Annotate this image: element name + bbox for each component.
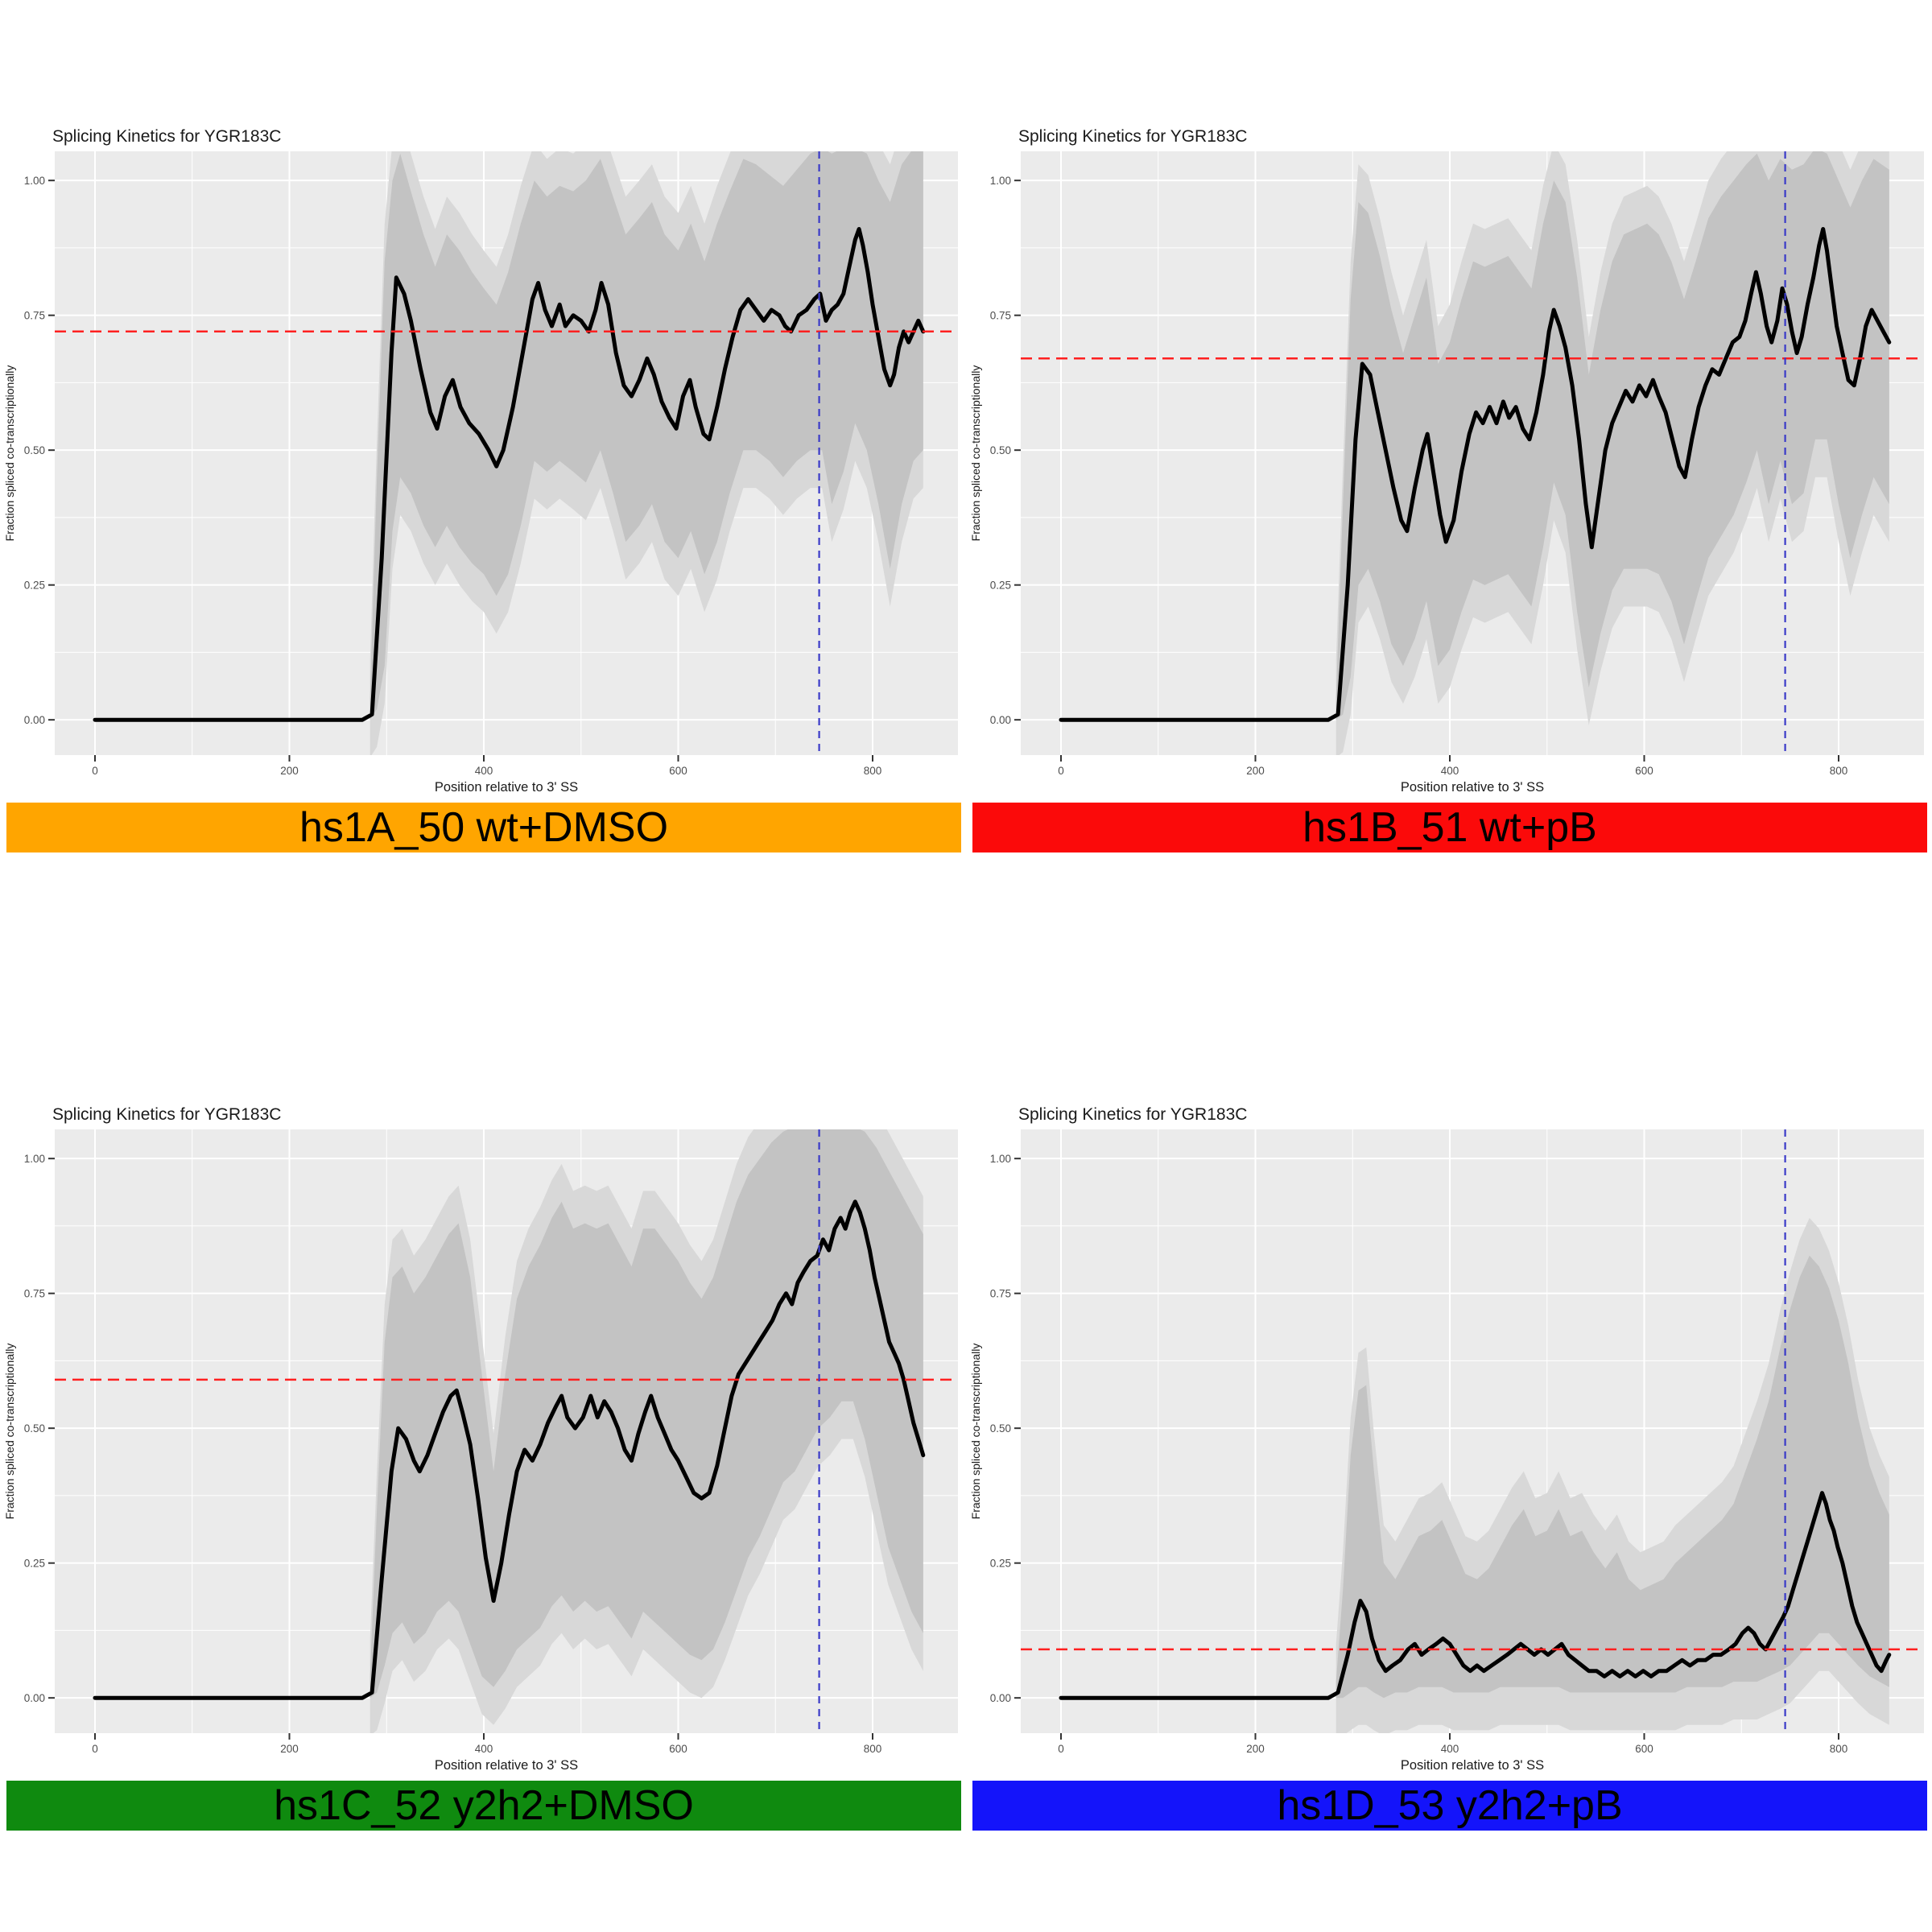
x-tick-label: 200 [1246,765,1265,777]
x-axis-title: Position relative to 3' SS [1401,1758,1544,1773]
chart-title: Splicing Kinetics for YGR183C [1018,1105,1247,1124]
splicing-kinetics-chart-hs1B: 0 200 400 600 800 0.00 0.25 0.50 0.75 1.00 Splicin… [969,127,1924,795]
chart-title: Splicing Kinetics for YGR183C [1018,127,1247,146]
mean-line [1059,1491,1892,1700]
x-tick-label: 200 [1246,1743,1265,1755]
y-tick-label: 0.75 [24,310,45,322]
chart-block-hs1A: 0 200 400 600 800 0.00 0.25 0.50 0.75 1.00 Splicin… [0,64,966,853]
x-tick-label: 400 [475,1743,493,1755]
banner-label-hs1A: hs1A_50 wt+DMSO [299,804,669,851]
x-axis-title: Position relative to 3' SS [435,780,578,795]
x-tick-label: 400 [1441,1743,1459,1755]
x-tick-label: 200 [280,1743,299,1755]
x-tick-label: 600 [669,1743,687,1755]
y-tick-label: 0.00 [990,714,1011,726]
y-tick-label: 0.25 [990,580,1011,592]
confidence-ribbon [1335,1255,1889,1699]
chart-block-hs1D: 0 200 400 600 800 0.00 0.25 0.50 0.75 1.00 Splicin… [966,1042,1932,1831]
y-tick-label: 0.50 [990,1422,1011,1435]
x-tick-label: 400 [1441,765,1459,777]
y-tick-label: 0.25 [24,1558,45,1570]
y-tick-label: 0.00 [990,1692,1011,1704]
y-tick-label: 1.00 [990,175,1011,187]
chart-title: Splicing Kinetics for YGR183C [52,127,281,146]
y-axis-title: Fraction spliced co-transcriptionally [969,365,982,542]
y-tick-label: 0.50 [24,444,45,456]
y-axis-title: Fraction spliced co-transcriptionally [969,1344,982,1520]
y-tick-label: 0.50 [24,1422,45,1435]
y-tick-label: 1.00 [990,1153,1011,1165]
x-tick-label: 600 [669,765,687,777]
y-tick-label: 1.00 [24,1153,45,1165]
confidence-ribbon [369,151,923,720]
banner-hs1A: hs1A_50 wt+DMSO [6,803,961,852]
banner-hs1C: hs1C_52 y2h2+DMSO [6,1781,961,1831]
x-tick-label: 0 [1058,1743,1064,1755]
y-axis-title: Fraction spliced co-transcriptionally [3,1344,16,1520]
x-tick-label: 0 [92,1743,98,1755]
x-tick-label: 600 [1635,1743,1653,1755]
banner-hs1B: hs1B_51 wt+pB [972,803,1927,852]
x-axis-title: Position relative to 3' SS [435,1758,578,1773]
y-tick-label: 0.75 [990,1288,1011,1300]
x-axis-title: Position relative to 3' SS [1401,780,1544,795]
chart-block-hs1B: 0 200 400 600 800 0.00 0.25 0.50 0.75 1.00 Splicin… [966,64,1932,853]
chart-title: Splicing Kinetics for YGR183C [52,1105,281,1124]
x-tick-label: 600 [1635,765,1653,777]
y-axis-title: Fraction spliced co-transcriptionally [3,365,16,542]
x-tick-label: 800 [1830,1743,1848,1755]
chart-block-hs1C: 0 200 400 600 800 0.00 0.25 0.50 0.75 1.00 Splicin… [0,1042,966,1831]
banner-hs1D: hs1D_53 y2h2+pB [972,1781,1927,1831]
banner-label-hs1B: hs1B_51 wt+pB [1302,804,1597,851]
y-tick-label: 0.50 [990,444,1011,456]
y-tick-label: 1.00 [24,175,45,187]
mean-line [93,227,926,722]
x-tick-label: 0 [1058,765,1064,777]
y-tick-label: 0.00 [24,1692,45,1704]
x-tick-label: 400 [475,765,493,777]
mean-line [93,1199,926,1700]
x-tick-label: 0 [92,765,98,777]
y-tick-label: 0.25 [990,1558,1011,1570]
x-tick-label: 800 [1830,765,1848,777]
banner-label-hs1D: hs1D_53 y2h2+pB [1277,1782,1623,1829]
mean-line [1059,227,1892,722]
x-tick-label: 200 [280,765,299,777]
y-tick-label: 0.75 [990,310,1011,322]
y-tick-label: 0.00 [24,714,45,726]
y-tick-label: 0.75 [24,1288,45,1300]
x-tick-label: 800 [864,1743,882,1755]
banner-label-hs1C: hs1C_52 y2h2+DMSO [274,1782,694,1829]
y-tick-label: 0.25 [24,580,45,592]
splicing-kinetics-chart-hs1A: 0 200 400 600 800 0.00 0.25 0.50 0.75 1.00 Splicin… [3,127,958,795]
splicing-kinetics-chart-hs1C: 0 200 400 600 800 0.00 0.25 0.50 0.75 1.00 Splicin… [3,1105,958,1773]
x-tick-label: 800 [864,765,882,777]
splicing-kinetics-chart-hs1D: 0 200 400 600 800 0.00 0.25 0.50 0.75 1.00 Splicin… [969,1105,1924,1773]
